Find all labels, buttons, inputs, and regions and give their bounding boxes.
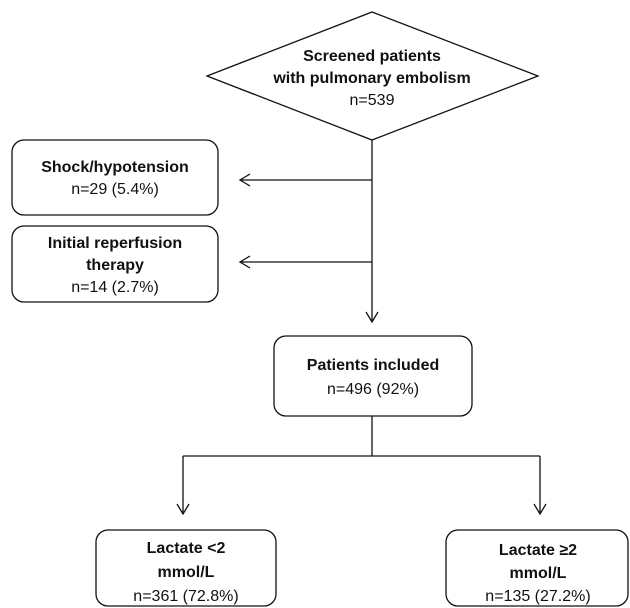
- process-node: [445, 529, 629, 607]
- process-node: [11, 225, 219, 303]
- connector: [176, 416, 547, 516]
- node-count: n=361 (72.8%): [133, 588, 238, 605]
- node-count: n=29 (5.4%): [71, 181, 159, 198]
- node-title: with pulmonary embolism: [272, 70, 470, 87]
- node-title: mmol/L: [158, 564, 215, 581]
- node-title: mmol/L: [510, 565, 567, 582]
- node-title: Lactate <2: [147, 540, 226, 557]
- process-node: [11, 139, 219, 216]
- node-title: therapy: [86, 257, 144, 274]
- process-node: [95, 529, 277, 607]
- connector: [238, 255, 372, 269]
- node-count: n=135 (27.2%): [485, 588, 590, 605]
- node-title: Lactate ≥2: [499, 542, 577, 559]
- node-count: n=496 (92%): [327, 381, 419, 398]
- node-title: Shock/hypotension: [41, 159, 189, 176]
- process-node: [273, 335, 473, 417]
- node-count: n=14 (2.7%): [71, 279, 159, 296]
- node-count: n=539: [350, 92, 395, 109]
- connector: [238, 173, 372, 187]
- node-title: Patients included: [307, 357, 439, 374]
- connector: [365, 140, 379, 324]
- node-title: Initial reperfusion: [48, 235, 182, 252]
- node-title: Screened patients: [303, 48, 441, 65]
- decision-node: [205, 11, 540, 141]
